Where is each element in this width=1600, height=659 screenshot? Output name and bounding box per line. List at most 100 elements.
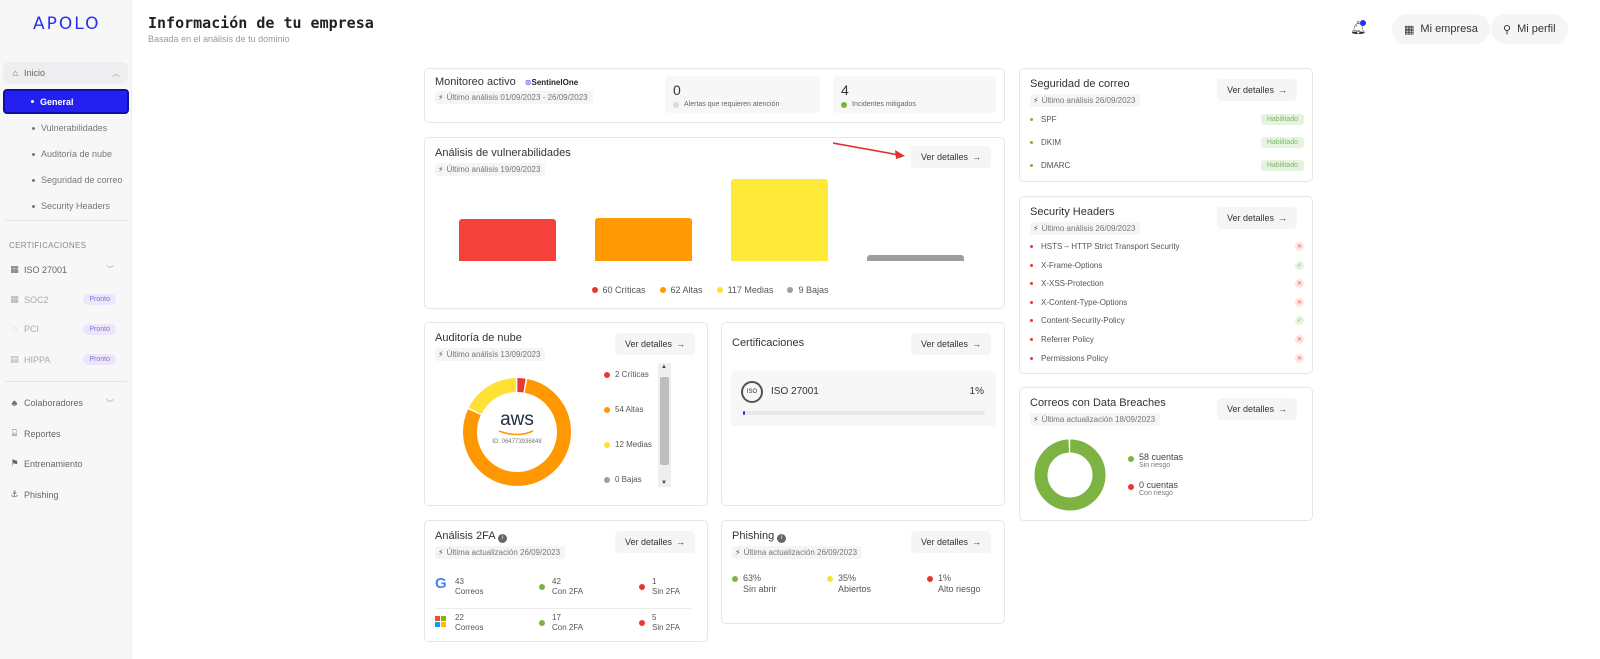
label: Alto riesgo	[938, 584, 981, 594]
sidebar-item-pci[interactable]: ◌ PCI Pronto	[9, 323, 124, 335]
sidebar-item-hippa[interactable]: ▤ HIPPA Pronto	[9, 354, 124, 365]
aws-smile-icon	[498, 430, 534, 436]
phishing-card: Phishing i ⚡︎ Última actualización 26/09/…	[721, 520, 1005, 624]
google-with-2fa: 42 Con 2FA	[552, 577, 583, 597]
twofa-details-button[interactable]: Ver detalles →	[615, 531, 696, 553]
meta-text: Último análisis 13/09/2023	[446, 350, 541, 359]
meta-text: Último análisis 01/09/2023 - 26/09/2023	[446, 93, 588, 102]
cloud-legend-bajas: 0 Bajas	[604, 475, 642, 484]
value: 58 cuentas	[1139, 452, 1184, 462]
value: 0 cuentas	[1139, 480, 1179, 490]
vulns-meta: ⚡︎ Último análisis 19/09/2023	[435, 163, 546, 176]
vulns-details-button[interactable]: Ver detalles →	[911, 146, 992, 168]
cloud-legend-scrollbar[interactable]: ▲ ▼	[658, 363, 671, 487]
inbox-icon: ⌸	[11, 428, 18, 438]
legend-medias: 117 Medias	[716, 285, 773, 295]
meta-text: Último análisis 26/09/2023	[1041, 224, 1136, 233]
info-icon[interactable]: i	[777, 534, 787, 543]
bolt-icon: ⚡︎	[438, 165, 444, 174]
sidebar-item-iso27001[interactable]: ▦ ISO 27001 ﹀	[9, 264, 124, 275]
arrow-line	[833, 142, 900, 156]
bolt-icon: ⚡︎	[1033, 224, 1039, 233]
sidebar-item-entrenamiento[interactable]: ⚑ Entrenamiento	[9, 458, 124, 469]
legend-dot	[604, 371, 610, 378]
data-breaches-card: Correos con Data Breaches ⚡︎ Última actua…	[1019, 387, 1313, 521]
monitoring-title: Monitoreo activo ⊛SentinelOne	[435, 76, 578, 88]
sidebar-item-label: Security Headers	[41, 201, 111, 211]
status-dot	[639, 619, 650, 629]
google-without-2fa: 1 Sin 2FA	[652, 577, 680, 597]
sidebar-divider	[5, 381, 127, 382]
info-icon[interactable]: i	[497, 534, 507, 543]
legend-label: 9 Bajas	[798, 285, 829, 295]
mi-empresa-button[interactable]: ▦ Mi empresa	[1392, 14, 1490, 44]
sidebar-item-label: SOC2	[24, 294, 49, 305]
row-label: Permissions Policy	[1041, 353, 1109, 363]
cloud-details-button[interactable]: Ver detalles →	[615, 333, 696, 355]
alerts-stat[interactable]: 0 Alertas que requieren atención	[665, 76, 820, 113]
arrow-right-icon: →	[1278, 213, 1288, 223]
headers-meta: ⚡︎ Último análisis 26/09/2023	[1030, 222, 1141, 235]
bolt-icon: ⚡︎	[1033, 96, 1039, 105]
scroll-thumb[interactable]	[660, 377, 669, 465]
legend-label: 2 Críticas	[615, 370, 649, 379]
legend-dot	[591, 287, 598, 293]
scroll-up-icon[interactable]: ▲	[661, 364, 667, 370]
alerts-label: Alertas que requieren atención	[673, 101, 779, 108]
phishing-details-button[interactable]: Ver detalles →	[911, 531, 992, 553]
home-icon: ⌂	[12, 68, 19, 78]
headers-details-button[interactable]: Ver detalles →	[1217, 207, 1298, 229]
sidebar-item-security-headers[interactable]: Security Headers	[32, 201, 110, 211]
sidebar-item-phishing[interactable]: ⚓ Phishing	[9, 489, 124, 500]
value: 5	[652, 613, 657, 622]
sidebar-item-label: Colaboradores	[24, 398, 84, 408]
header-row: Permissions Policy ✕	[1030, 353, 1304, 363]
sidebar-item-auditoria[interactable]: Auditoría de nube	[32, 149, 112, 159]
scroll-down-icon[interactable]: ▼	[661, 480, 667, 486]
sidebar-item-reportes[interactable]: ⌸ Reportes	[9, 428, 124, 439]
alerts-value: 0	[673, 82, 681, 98]
sidebar-item-label: ISO 27001	[24, 264, 68, 275]
iso-27001-item[interactable]: ISO ISO 27001 1%	[731, 371, 996, 426]
certifications-details-button[interactable]: Ver detalles →	[911, 333, 992, 355]
sidebar-item-colaboradores[interactable]: ♣ Colaboradores ﹀	[9, 398, 124, 408]
sidebar-item-label: PCI	[24, 324, 40, 334]
header-row: HSTS – HTTP Strict Transport Security ✕	[1030, 242, 1304, 251]
sidebar-item-inicio[interactable]: ⌂ Inicio ︿	[3, 62, 128, 84]
value: 1	[652, 577, 657, 586]
mail-security-card: Seguridad de correo ⚡︎ Último análisis 26…	[1019, 68, 1313, 182]
apolo-logo[interactable]: APOLO	[33, 14, 101, 34]
chevron-down-icon: ﹀	[106, 398, 114, 408]
mail-details-button[interactable]: Ver detalles →	[1217, 79, 1298, 101]
sidebar-item-soc2[interactable]: ▦ SOC2 Pronto	[9, 294, 124, 305]
arrow-right-icon: →	[676, 339, 686, 349]
row-divider	[435, 608, 691, 609]
sidebar-item-seguridad-correo[interactable]: Seguridad de correo	[32, 175, 123, 185]
card-title-text: Análisis 2FA	[435, 530, 495, 542]
sidebar-item-label: Seguridad de correo	[41, 175, 123, 185]
building-icon: ▦	[10, 264, 19, 274]
value: 35%	[838, 573, 857, 583]
sentinelone-logo: ⊛SentinelOne	[524, 78, 579, 87]
status-badge: Habilitado	[1260, 137, 1304, 148]
twofa-card: Análisis 2FA i ⚡︎ Última actualización 26…	[424, 520, 708, 642]
sidebar-item-vulnerabilidades[interactable]: Vulnerabilidades	[32, 123, 107, 133]
bar-medias	[731, 179, 828, 261]
mitigated-stat[interactable]: 4 Incidentes mitigados	[833, 76, 996, 113]
sidebar-item-label: Inicio	[24, 68, 46, 78]
status-dot	[539, 619, 550, 629]
legend-dot	[716, 287, 723, 293]
notifications-button[interactable]: 🔔︎	[1350, 20, 1367, 38]
value: 17	[552, 613, 561, 622]
mi-perfil-button[interactable]: ⚲ Mi perfil	[1491, 14, 1568, 44]
mail-meta: ⚡︎ Último análisis 26/09/2023	[1030, 94, 1141, 107]
button-label: Ver detalles	[1227, 404, 1275, 414]
value: 63%	[743, 573, 762, 583]
row-label: X-Frame-Options	[1041, 260, 1103, 270]
monitoring-meta: ⚡︎ Último análisis 01/09/2023 - 26/09/202…	[435, 91, 593, 104]
button-label: Ver detalles	[921, 339, 969, 349]
sidebar-item-general[interactable]: General	[3, 89, 129, 114]
sidebar-divider	[5, 220, 127, 221]
chevron-up-icon: ︿	[112, 69, 120, 78]
breaches-details-button[interactable]: Ver detalles →	[1217, 398, 1298, 420]
